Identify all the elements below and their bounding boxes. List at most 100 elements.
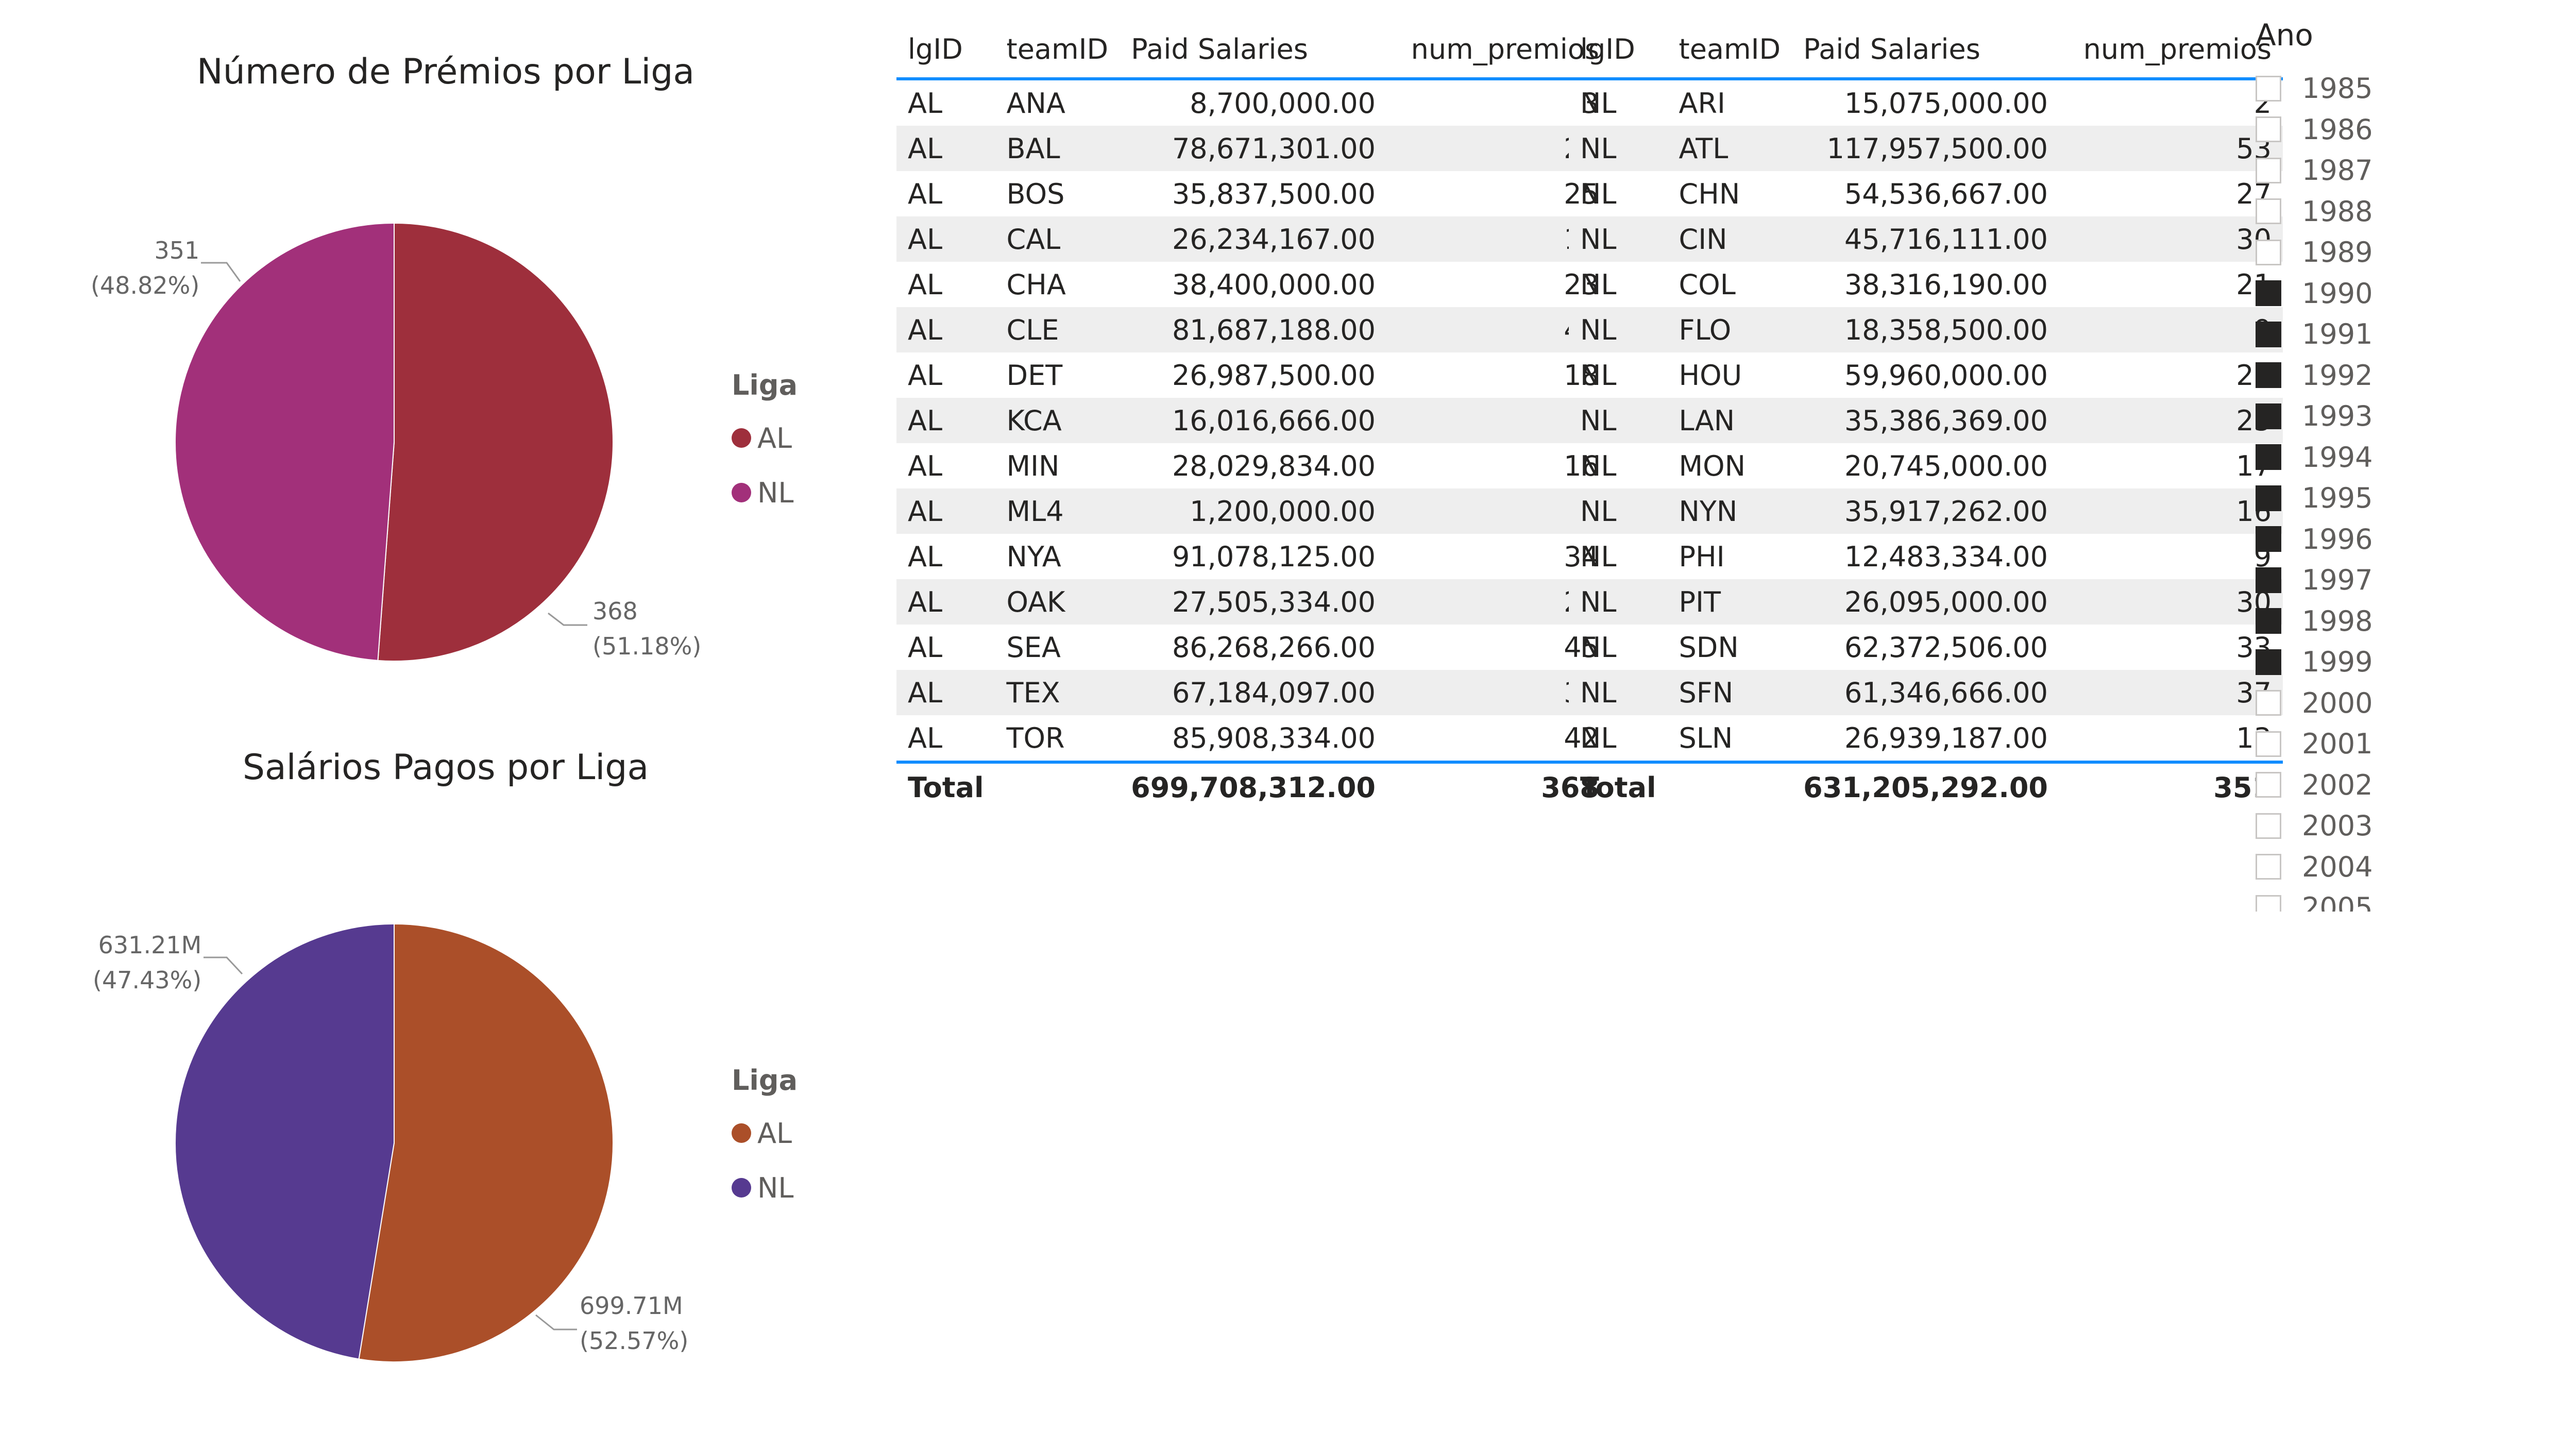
table-row[interactable]: AL DET 26,987,500.00 18 [896, 352, 1611, 398]
year-checkbox[interactable] [2256, 854, 2281, 880]
table-row[interactable]: NL SLN 26,939,187.00 13 [1569, 715, 2283, 762]
year-label: 1993 [2302, 400, 2373, 433]
salaries-slice-al[interactable] [358, 923, 614, 1362]
table-row[interactable]: AL MIN 28,029,834.00 16 [896, 443, 1611, 488]
table-row[interactable]: NL HOU 59,960,000.00 29 [1569, 352, 2283, 398]
year-option-1998[interactable]: 1998 [2256, 601, 2523, 642]
awards-legend-item-nl[interactable]: NL [732, 465, 798, 520]
table-row[interactable]: AL ANA 8,700,000.00 3 [896, 79, 1611, 126]
cell-teamid: ANA [1006, 87, 1065, 120]
year-option-1986[interactable]: 1986 [2256, 109, 2523, 150]
year-checkbox[interactable] [2256, 772, 2281, 798]
year-checkbox[interactable] [2256, 731, 2281, 757]
table-row[interactable]: AL BOS 35,837,500.00 25 [896, 171, 1611, 216]
cell-paid-salaries: 8,700,000.00 [1190, 87, 1376, 120]
table-row[interactable]: NL MON 20,745,000.00 17 [1569, 443, 2283, 488]
table-row[interactable]: NL SFN 61,346,666.00 37 [1569, 670, 2283, 715]
year-checkbox[interactable] [2256, 649, 2281, 675]
year-option-1988[interactable]: 1988 [2256, 191, 2523, 232]
cell-teamid: CIN [1667, 216, 1792, 262]
nl-header-num-premios[interactable]: num_premios [2059, 21, 2283, 80]
year-checkbox[interactable] [2256, 485, 2281, 511]
table-row[interactable]: AL SEA 86,268,266.00 45 [896, 625, 1611, 670]
al-header-paid-salaries[interactable]: Paid Salaries [1120, 21, 1387, 80]
al-header-lgid[interactable]: lgID [896, 21, 995, 80]
awards-pie-title: Número de Prémios por Liga [196, 52, 695, 92]
year-checkbox[interactable] [2256, 280, 2281, 307]
awards-legend-item-al[interactable]: AL [732, 411, 798, 465]
year-option-2003[interactable]: 2003 [2256, 805, 2523, 847]
year-checkbox[interactable] [2256, 75, 2281, 102]
awards-slice-al[interactable] [377, 222, 614, 662]
al-header-teamid[interactable]: teamID [995, 21, 1120, 80]
year-checkbox[interactable] [2256, 567, 2281, 593]
salaries-slice-nl[interactable] [174, 923, 395, 1360]
year-option-1999[interactable]: 1999 [2256, 642, 2523, 683]
year-option-1994[interactable]: 1994 [2256, 437, 2523, 478]
year-option-1985[interactable]: 1985 [2256, 68, 2523, 109]
year-option-1987[interactable]: 1987 [2256, 150, 2523, 191]
year-checkbox[interactable] [2256, 157, 2281, 183]
table-row[interactable]: NL PIT 26,095,000.00 30 [1569, 579, 2283, 625]
table-row[interactable]: NL CIN 45,716,111.00 30 [1569, 216, 2283, 262]
table-row[interactable]: NL SDN 62,372,506.00 33 [1569, 625, 2283, 670]
year-option-1991[interactable]: 1991 [2256, 314, 2523, 355]
year-checkbox[interactable] [2256, 895, 2281, 912]
table-row[interactable]: NL PHI 12,483,334.00 9 [1569, 534, 2283, 579]
table-row[interactable]: NL COL 38,316,190.00 21 [1569, 262, 2283, 307]
table-row[interactable]: NL CHN 54,536,667.00 27 [1569, 171, 2283, 216]
table-row[interactable]: NL ATL 117,957,500.00 53 [1569, 126, 2283, 171]
awards-slice-nl[interactable] [174, 222, 395, 661]
year-option-1993[interactable]: 1993 [2256, 396, 2523, 437]
year-option-1990[interactable]: 1990 [2256, 273, 2523, 314]
salaries-legend-item-nl[interactable]: NL [732, 1160, 798, 1215]
year-checkbox[interactable] [2256, 813, 2281, 839]
year-option-2001[interactable]: 2001 [2256, 723, 2523, 765]
year-checkbox[interactable] [2256, 444, 2281, 470]
awards-pie-visual: Número de Prémios por Liga 351 (48.82%) … [0, 0, 850, 721]
total-empty [995, 761, 1120, 811]
table-row[interactable]: AL CHA 38,400,000.00 23 [896, 262, 1611, 307]
year-checkbox[interactable] [2256, 403, 2281, 429]
year-checkbox[interactable] [2256, 239, 2281, 265]
table-row[interactable]: AL NYA 91,078,125.00 34 [896, 534, 1611, 579]
table-row[interactable]: AL TOR 85,908,334.00 42 [896, 715, 1611, 762]
year-checkbox[interactable] [2256, 362, 2281, 389]
year-option-1996[interactable]: 1996 [2256, 519, 2523, 560]
year-option-1992[interactable]: 1992 [2256, 355, 2523, 396]
year-option-1995[interactable]: 1995 [2256, 478, 2523, 519]
nl-header-paid-salaries[interactable]: Paid Salaries [1792, 21, 2059, 80]
table-row[interactable]: NL NYN 35,917,262.00 16 [1569, 488, 2283, 534]
year-checkbox[interactable] [2256, 116, 2281, 143]
year-option-2004[interactable]: 2004 [2256, 847, 2523, 888]
year-option-2005[interactable]: 2005 [2256, 887, 2523, 912]
year-checkbox[interactable] [2256, 526, 2281, 552]
cell-lgid: AL [908, 631, 943, 664]
nl-header-teamid[interactable]: teamID [1667, 21, 1792, 80]
year-checkbox[interactable] [2256, 608, 2281, 634]
year-checkbox[interactable] [2256, 321, 2281, 347]
table-row[interactable]: NL ARI 15,075,000.00 2 [1569, 79, 2283, 126]
salaries-legend-item-al[interactable]: AL [732, 1106, 798, 1160]
awards-legend-al-swatch [732, 428, 751, 448]
year-option-2002[interactable]: 2002 [2256, 765, 2523, 806]
table-row[interactable]: NL LAN 35,386,369.00 25 [1569, 398, 2283, 443]
year-checkbox[interactable] [2256, 690, 2281, 716]
year-option-1997[interactable]: 1997 [2256, 560, 2523, 601]
year-option-2000[interactable]: 2000 [2256, 683, 2523, 724]
nl-header-lgid[interactable]: lgID [1569, 21, 1668, 80]
year-option-1989[interactable]: 1989 [2256, 232, 2523, 273]
cell-paid-salaries: 45,716,111.00 [1792, 216, 2059, 262]
year-checkbox[interactable] [2256, 198, 2281, 225]
cell-lgid: NL [1569, 307, 1668, 352]
cell-lgid: NL [1569, 126, 1668, 171]
cell-teamid: MON [1679, 449, 1746, 482]
